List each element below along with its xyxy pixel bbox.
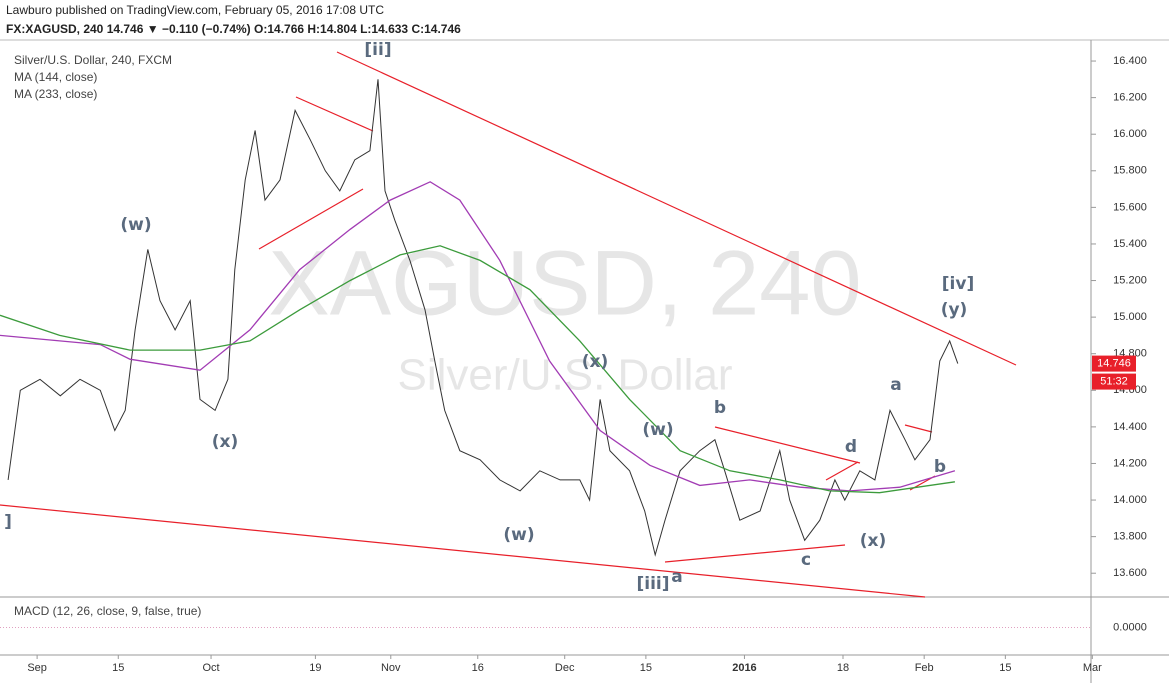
- wave-label: (y): [941, 300, 968, 320]
- wave-label: [ii]: [364, 40, 391, 60]
- x-tick-label: 16: [472, 662, 484, 674]
- wave-label: [iii]: [636, 574, 669, 594]
- y-tick-label: 16.000: [1113, 128, 1147, 140]
- wave-label: ]: [4, 512, 12, 532]
- y-tick-label: 15.600: [1113, 201, 1147, 213]
- publisher: Lawburo published on TradingView.com, Fe…: [6, 3, 384, 17]
- legend-entry: MA (144, close): [14, 70, 97, 84]
- x-tick-label: 18: [837, 662, 849, 674]
- countdown-tag: [1092, 373, 1136, 390]
- wave-label: c: [801, 550, 811, 570]
- wave-label: [iv]: [942, 274, 974, 294]
- wave-label: (w): [642, 420, 673, 440]
- x-tick-label: 15: [999, 662, 1011, 674]
- watermark: XAGUSD, 240: [268, 232, 861, 334]
- wave-label: (x): [582, 352, 609, 372]
- trendlines: [0, 51, 1017, 598]
- macd-label: MACD (12, 26, close, 9, false, true): [14, 604, 201, 618]
- x-tick-label: Nov: [381, 662, 401, 674]
- x-tick-label: Dec: [555, 662, 575, 674]
- x-tick-label: Feb: [915, 662, 934, 674]
- wave-label: (x): [212, 432, 239, 452]
- y-tick-label: 16.400: [1113, 55, 1147, 67]
- wave-label: (w): [503, 525, 534, 545]
- macd-tick-label: 0.0000: [1113, 621, 1147, 633]
- y-tick-label: 14.400: [1113, 421, 1147, 433]
- wave-label: a: [890, 375, 901, 395]
- y-tick-label: 15.800: [1113, 165, 1147, 177]
- x-tick-label: 15: [640, 662, 652, 674]
- x-tick-label: Oct: [202, 662, 219, 674]
- x-tick-label: Sep: [27, 662, 47, 674]
- y-tick-label: 14.200: [1113, 457, 1147, 469]
- wave-label: b: [714, 398, 726, 418]
- y-tick-label: 13.600: [1113, 567, 1147, 579]
- moving-average: [0, 181, 956, 492]
- wave-label: d: [845, 437, 857, 457]
- y-tick-label: 14.000: [1113, 494, 1147, 506]
- legend-entry: MA (233, close): [14, 87, 97, 101]
- price-tag-label: 14.746: [1097, 357, 1131, 369]
- price-line: [7, 79, 959, 557]
- moving-average: [0, 245, 955, 494]
- x-tick-label: 15: [112, 662, 124, 674]
- wave-label: (w): [120, 215, 151, 235]
- watermark: Silver/U.S. Dollar: [398, 351, 733, 400]
- countdown: 51:32: [1100, 375, 1128, 387]
- wave-label: b: [934, 457, 946, 477]
- price-tag: [1092, 355, 1136, 372]
- y-tick-label: 13.800: [1113, 531, 1147, 543]
- y-tick-label: 15.200: [1113, 274, 1147, 286]
- y-tick-label: 15.000: [1113, 311, 1147, 323]
- y-tick-label: 16.200: [1113, 92, 1147, 104]
- legend-title: Silver/U.S. Dollar, 240, FXCM: [14, 53, 172, 67]
- x-tick-label: 19: [309, 662, 321, 674]
- x-tick-label: 2016: [732, 662, 756, 674]
- y-tick-label: 15.400: [1113, 238, 1147, 250]
- wave-label: (x): [860, 531, 887, 551]
- symbol-line: FX:XAGUSD, 240 14.746 ▼ −0.110 (−0.74%) …: [6, 22, 461, 36]
- x-tick-label: Mar: [1083, 662, 1102, 674]
- wave-label: a: [671, 567, 682, 587]
